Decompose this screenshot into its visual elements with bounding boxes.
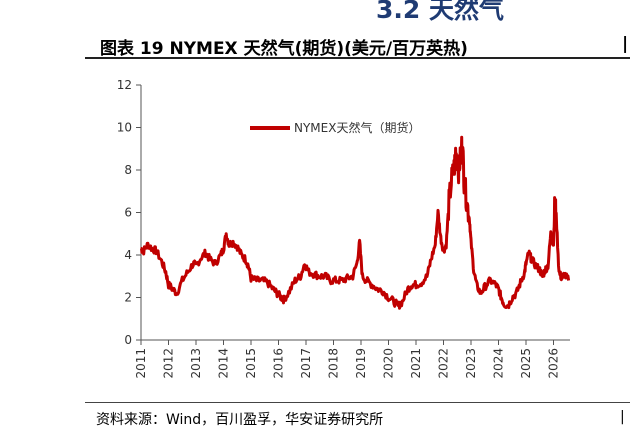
x-tick-label: 2012 xyxy=(162,348,176,379)
x-tick-label: 2018 xyxy=(327,348,341,379)
series-line-nymex-gas xyxy=(140,135,571,310)
section-heading: 3.2 天然气 xyxy=(376,0,504,24)
y-axis-ticks: 0 2 4 6 8 10 12 xyxy=(117,78,141,347)
x-tick-label: 2026 xyxy=(547,348,561,379)
x-tick-label: 2022 xyxy=(437,348,451,379)
source-divider xyxy=(85,402,630,403)
x-tick-label: 2015 xyxy=(244,348,258,379)
x-axis-ticks: 2011 2012 2013 2014 2015 2016 2017 2018 2019 2020… xyxy=(134,340,561,379)
x-tick-label: 2011 xyxy=(134,348,148,379)
series-group xyxy=(140,135,571,310)
x-tick-label: 2020 xyxy=(382,348,396,379)
y-tick-label: 6 xyxy=(124,206,132,220)
figure-title: 图表 19 NYMEX 天然气(期货)(美元/百万英热) xyxy=(100,39,468,59)
y-tick-label: 12 xyxy=(117,78,132,92)
y-tick-label: 0 xyxy=(124,333,132,347)
next-column-edge-bottom: | xyxy=(620,409,625,425)
x-tick-label: 2021 xyxy=(409,348,423,379)
x-tick-label: 2013 xyxy=(189,348,203,379)
y-tick-label: 4 xyxy=(124,248,132,262)
y-tick-label: 2 xyxy=(124,291,132,305)
x-tick-label: 2016 xyxy=(272,348,286,379)
chart-legend: NYMEX天然气（期货） xyxy=(250,120,420,135)
x-tick-label: 2014 xyxy=(217,348,231,379)
legend-label: NYMEX天然气（期货） xyxy=(294,120,420,135)
y-tick-label: 10 xyxy=(117,121,132,135)
title-underline xyxy=(85,57,630,59)
x-tick-label: 2025 xyxy=(519,348,533,379)
x-tick-label: 2019 xyxy=(354,348,368,379)
next-column-edge: | xyxy=(622,34,629,54)
x-tick-label: 2024 xyxy=(492,348,506,379)
x-tick-label: 2017 xyxy=(299,348,313,379)
source-note: 资料来源：Wind，百川盈孚，华安证券研究所 xyxy=(96,412,384,428)
x-tick-label: 2023 xyxy=(464,348,478,379)
y-tick-label: 8 xyxy=(124,163,132,177)
